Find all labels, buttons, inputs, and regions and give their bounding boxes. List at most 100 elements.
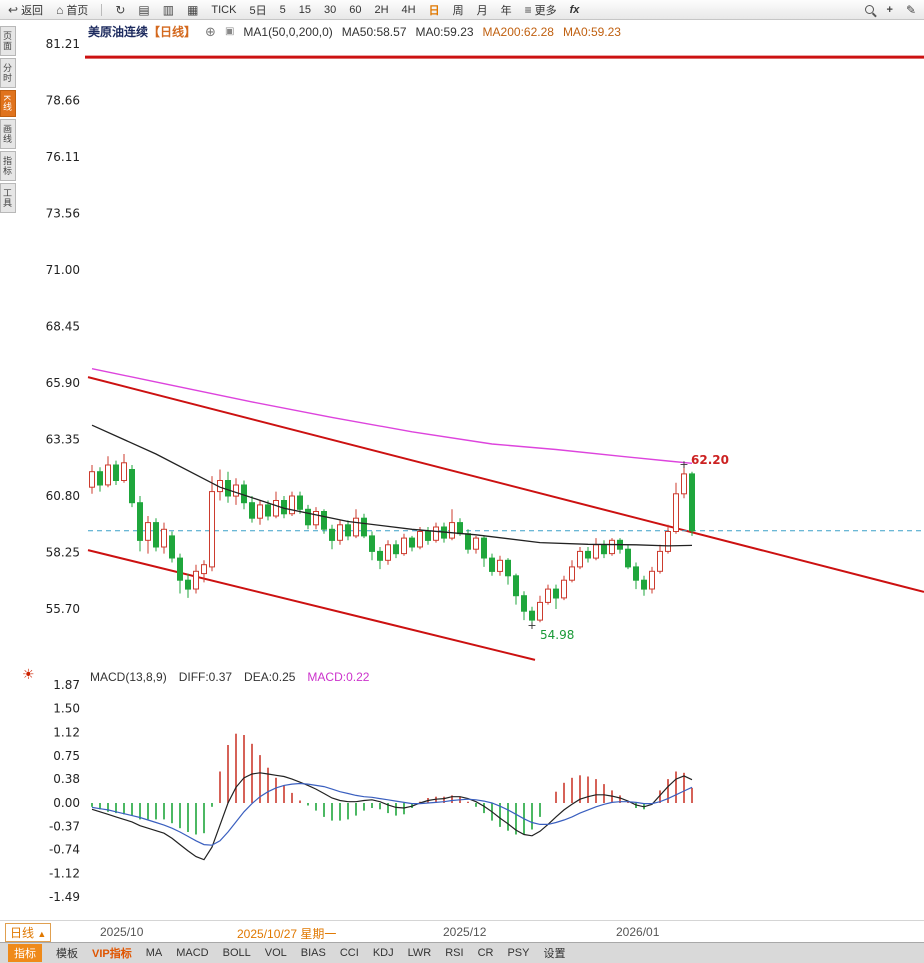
bottom-tab-bar: 指标 模板 VIP指标 MA MACD BOLL VOL BIAS CCI KDJ LWR RSI CR… [0, 942, 924, 963]
search-button[interactable] [864, 5, 874, 14]
svg-text:68.45: 68.45 [46, 320, 80, 334]
period-button-4H[interactable]: 4H [401, 3, 416, 16]
svg-text:1.50: 1.50 [53, 702, 80, 716]
symbol-title: 美原油连续【日线】 [88, 23, 196, 40]
bottom-tab-PSY[interactable]: PSY [507, 947, 530, 959]
ma200-value: MA200:62.28 [482, 24, 554, 39]
chart-header: 美原油连续【日线】 ⊕ ▣ MA1(50,0,200,0) MA50:58.57… [88, 23, 621, 40]
x-axis-label: 2025/12 [443, 925, 487, 939]
bottom-tab-RSI[interactable]: RSI [445, 947, 464, 959]
period-button-2H[interactable]: 2H [374, 3, 389, 16]
period-button-60[interactable]: 60 [349, 3, 362, 16]
period-button-5[interactable]: 5 [279, 3, 286, 16]
svg-text:73.56: 73.56 [46, 206, 80, 220]
bottom-tab-CR[interactable]: CR [477, 947, 494, 959]
add-indicator-icon[interactable]: ⊕ [205, 23, 216, 39]
period-button-5日[interactable]: 5日 [249, 4, 267, 17]
svg-text:-0.74: -0.74 [49, 843, 80, 857]
refresh-icon[interactable]: ↻ [115, 2, 126, 17]
period-button-月[interactable]: 月 [476, 4, 488, 17]
macd-header: MACD(13,8,9) DIFF:0.37 DEA:0.25 MACD:0.2… [90, 670, 369, 684]
svg-text:62.20: 62.20 [691, 453, 729, 467]
bottom-tab-VOL[interactable]: VOL [264, 947, 287, 959]
x-axis-label: 2026/01 [616, 925, 660, 939]
menu-icon: ≡ [524, 2, 532, 17]
x-axis-row: 日线 ▲ 2025/10 2025/10/27 星期一 2025/12 2026/01 [0, 920, 924, 942]
svg-text:-1.49: -1.49 [49, 890, 80, 904]
draw-pencil-icon[interactable]: ✎ [905, 2, 916, 17]
home-label: 首页 [66, 4, 89, 17]
crosshair-button[interactable]: + [886, 3, 893, 16]
bottom-tab-CCI[interactable]: CCI [339, 947, 359, 959]
bottom-tab-MA[interactable]: MA [145, 947, 163, 959]
ma-definition: MA1(50,0,200,0) [243, 24, 333, 39]
bottom-tab-MACD[interactable]: MACD [176, 947, 209, 959]
svg-text:58.25: 58.25 [46, 546, 80, 560]
svg-text:+: + [527, 619, 536, 632]
x-axis-label: 2025/10/27 星期一 [237, 927, 337, 941]
overlay-layers-icon[interactable]: ▣ [224, 26, 235, 37]
bar-chart-type-icon[interactable]: ▦ [187, 2, 199, 17]
more-label: 更多 [534, 4, 557, 17]
top-toolbar: ↩ 返回 ⌂ 首页 ↻ ▤ ▥ ▦ TICK 5日 5 15 30 60 2H 4H 日周月年 ≡ 更… [0, 0, 924, 20]
bottom-tab-LWR[interactable]: LWR [407, 947, 432, 959]
svg-text:63.35: 63.35 [46, 433, 80, 447]
bottom-tab-VIP指标[interactable]: VIP指标 [92, 948, 132, 960]
sidebar-tab-工具[interactable]: 工具 [0, 183, 16, 214]
svg-text:71.00: 71.00 [46, 263, 80, 277]
bottom-tab-指标[interactable]: 指标 [8, 944, 42, 962]
line-chart-type-icon[interactable]: ▤ [138, 2, 150, 17]
search-icon [864, 5, 874, 14]
x-axis-label: 2025/10 [100, 925, 144, 939]
indicator-settings-icon[interactable]: ☀ [22, 666, 35, 682]
period-button-日[interactable]: 日 [428, 4, 440, 17]
toolbar-right-group: + ✎ [864, 2, 916, 17]
period-button-30[interactable]: 30 [323, 3, 337, 16]
macd-diff-value: DIFF:0.37 [178, 670, 233, 684]
formula-fx-button[interactable]: fx [569, 3, 580, 16]
bottom-tab-BOLL[interactable]: BOLL [222, 947, 251, 959]
svg-text:1.12: 1.12 [53, 725, 80, 739]
period-badge[interactable]: 日线 ▲ [5, 923, 52, 942]
bottom-tab-设置[interactable]: 设置 [543, 948, 566, 960]
svg-text:54.98: 54.98 [540, 628, 574, 642]
more-button[interactable]: ≡ 更多 [525, 2, 557, 18]
sidebar-tab-K线[interactable]: K线 [0, 90, 16, 118]
home-button[interactable]: ⌂ 首页 [56, 2, 88, 18]
macd-subchart[interactable]: 1.87 1.50 1.12 0.75 0.38 0.00 -0.37 -0.74 -1.12 -… [0, 668, 924, 918]
period-label: 【日线】 [148, 25, 197, 39]
back-button[interactable]: ↩ 返回 [8, 2, 43, 18]
period-button-年[interactable]: 年 [500, 4, 512, 17]
svg-text:60.80: 60.80 [46, 489, 80, 503]
svg-text:-0.37: -0.37 [49, 819, 80, 833]
sidebar-tab-画线[interactable]: 画线 [0, 119, 16, 150]
period-button-TICK[interactable]: TICK [211, 3, 237, 16]
svg-text:65.90: 65.90 [46, 376, 80, 390]
back-arrow-icon: ↩ [8, 2, 19, 17]
sidebar-tab-页面[interactable]: 页面 [0, 26, 16, 56]
home-icon: ⌂ [56, 2, 64, 17]
bottom-tab-BIAS[interactable]: BIAS [300, 947, 326, 959]
candle-chart-type-icon[interactable]: ▥ [162, 2, 175, 17]
svg-text:55.70: 55.70 [46, 602, 80, 616]
toolbar-divider [101, 3, 103, 16]
macd-value: MACD:0.22 [307, 670, 370, 684]
ma50-value: MA50:58.57 [341, 24, 407, 39]
svg-text:81.21: 81.21 [46, 38, 80, 51]
svg-text:78.66: 78.66 [46, 94, 80, 108]
sidebar-tab-指标[interactable]: 指标 [0, 151, 16, 182]
symbol-name: 美原油连续 [88, 25, 149, 39]
bottom-tab-KDJ[interactable]: KDJ [372, 947, 394, 959]
macd-name: MACD(13,8,9) [90, 670, 167, 684]
left-sidebar: 页面 分时 K线 画线 指标 工具 [0, 26, 16, 214]
period-button-15[interactable]: 15 [298, 3, 311, 16]
bottom-tab-模板[interactable]: 模板 [56, 948, 78, 960]
period-button-周[interactable]: 周 [452, 4, 464, 17]
main-candlestick-chart[interactable]: +62.20+54.9881.2178.6676.1173.5671.0068.… [0, 38, 924, 670]
period-selector: TICK 5日 5 15 30 60 2H 4H 日周月年 [211, 2, 511, 18]
triangle-up-icon: ▲ [37, 929, 47, 939]
svg-text:76.11: 76.11 [46, 150, 80, 164]
sidebar-tab-分时[interactable]: 分时 [0, 58, 16, 88]
svg-text:-1.12: -1.12 [49, 867, 80, 881]
